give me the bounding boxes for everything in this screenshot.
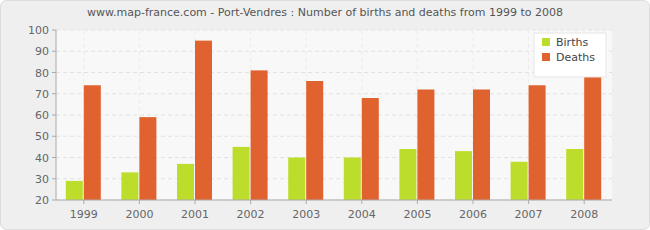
legend-swatch — [542, 38, 550, 46]
bar — [344, 158, 361, 201]
bar — [139, 117, 156, 200]
x-tick-label: 2000 — [125, 208, 153, 221]
x-tick-label: 2006 — [459, 208, 487, 221]
chart-root: www.map-france.com - Port-Vendres : Numb… — [0, 0, 650, 230]
plot-area — [56, 30, 612, 200]
bar — [233, 147, 250, 200]
bar — [121, 172, 138, 200]
y-tick — [52, 157, 56, 158]
legend-label: Births — [556, 36, 588, 49]
bar — [455, 151, 472, 200]
y-tick-label: 40 — [35, 152, 49, 165]
x-tick-label: 2005 — [403, 208, 431, 221]
title: www.map-france.com - Port-Vendres : Numb… — [87, 6, 563, 19]
bar — [177, 164, 194, 200]
x-tick — [417, 200, 418, 204]
x-tick — [83, 200, 84, 204]
bar — [362, 98, 379, 200]
legend-box — [534, 33, 606, 77]
x-tick-label: 2008 — [570, 208, 598, 221]
y-tick — [52, 115, 56, 116]
bar — [288, 158, 305, 201]
x-tick — [584, 200, 585, 204]
y-tick — [52, 178, 56, 179]
bar — [66, 181, 83, 200]
y-tick-label: 50 — [35, 130, 49, 143]
y-tick-label: 70 — [35, 88, 49, 101]
legend-label: Deaths — [556, 51, 595, 64]
bar — [399, 149, 416, 200]
bar — [584, 75, 601, 200]
y-tick-label: 80 — [35, 67, 49, 80]
x-tick-label: 2003 — [292, 208, 320, 221]
y-tick — [52, 200, 56, 201]
x-tick-label: 2002 — [237, 208, 265, 221]
y-tick-label: 60 — [35, 109, 49, 122]
bar — [511, 162, 528, 200]
x-tick — [473, 200, 474, 204]
x-tick — [528, 200, 529, 204]
x-tick-label: 2004 — [348, 208, 376, 221]
bar — [195, 41, 212, 200]
x-tick-label: 2007 — [515, 208, 543, 221]
y-tick-label: 100 — [28, 24, 49, 37]
bar — [529, 85, 546, 200]
bar — [251, 70, 268, 200]
x-tick — [306, 200, 307, 204]
bar — [566, 149, 583, 200]
y-tick-label: 90 — [35, 45, 49, 58]
y-tick — [52, 30, 56, 31]
legend: Births Deaths — [534, 33, 606, 77]
y-tick — [52, 136, 56, 137]
bar — [473, 90, 490, 201]
bar — [306, 81, 323, 200]
y-tick-label: 30 — [35, 173, 49, 186]
background — [1, 1, 650, 230]
y-tick — [52, 93, 56, 94]
x-tick-label: 2001 — [181, 208, 209, 221]
x-tick — [195, 200, 196, 204]
x-tick — [139, 200, 140, 204]
bar — [417, 90, 434, 201]
y-axis — [56, 30, 57, 200]
bar — [84, 85, 101, 200]
bars — [66, 41, 601, 200]
y-tick — [52, 72, 56, 73]
x-tick — [361, 200, 362, 204]
chart-svg: www.map-france.com - Port-Vendres : Numb… — [0, 0, 650, 230]
x-tick-label: 1999 — [70, 208, 98, 221]
y-tick-label: 20 — [35, 194, 49, 207]
legend-swatch — [542, 53, 550, 61]
x-tick — [250, 200, 251, 204]
y-tick — [52, 51, 56, 52]
